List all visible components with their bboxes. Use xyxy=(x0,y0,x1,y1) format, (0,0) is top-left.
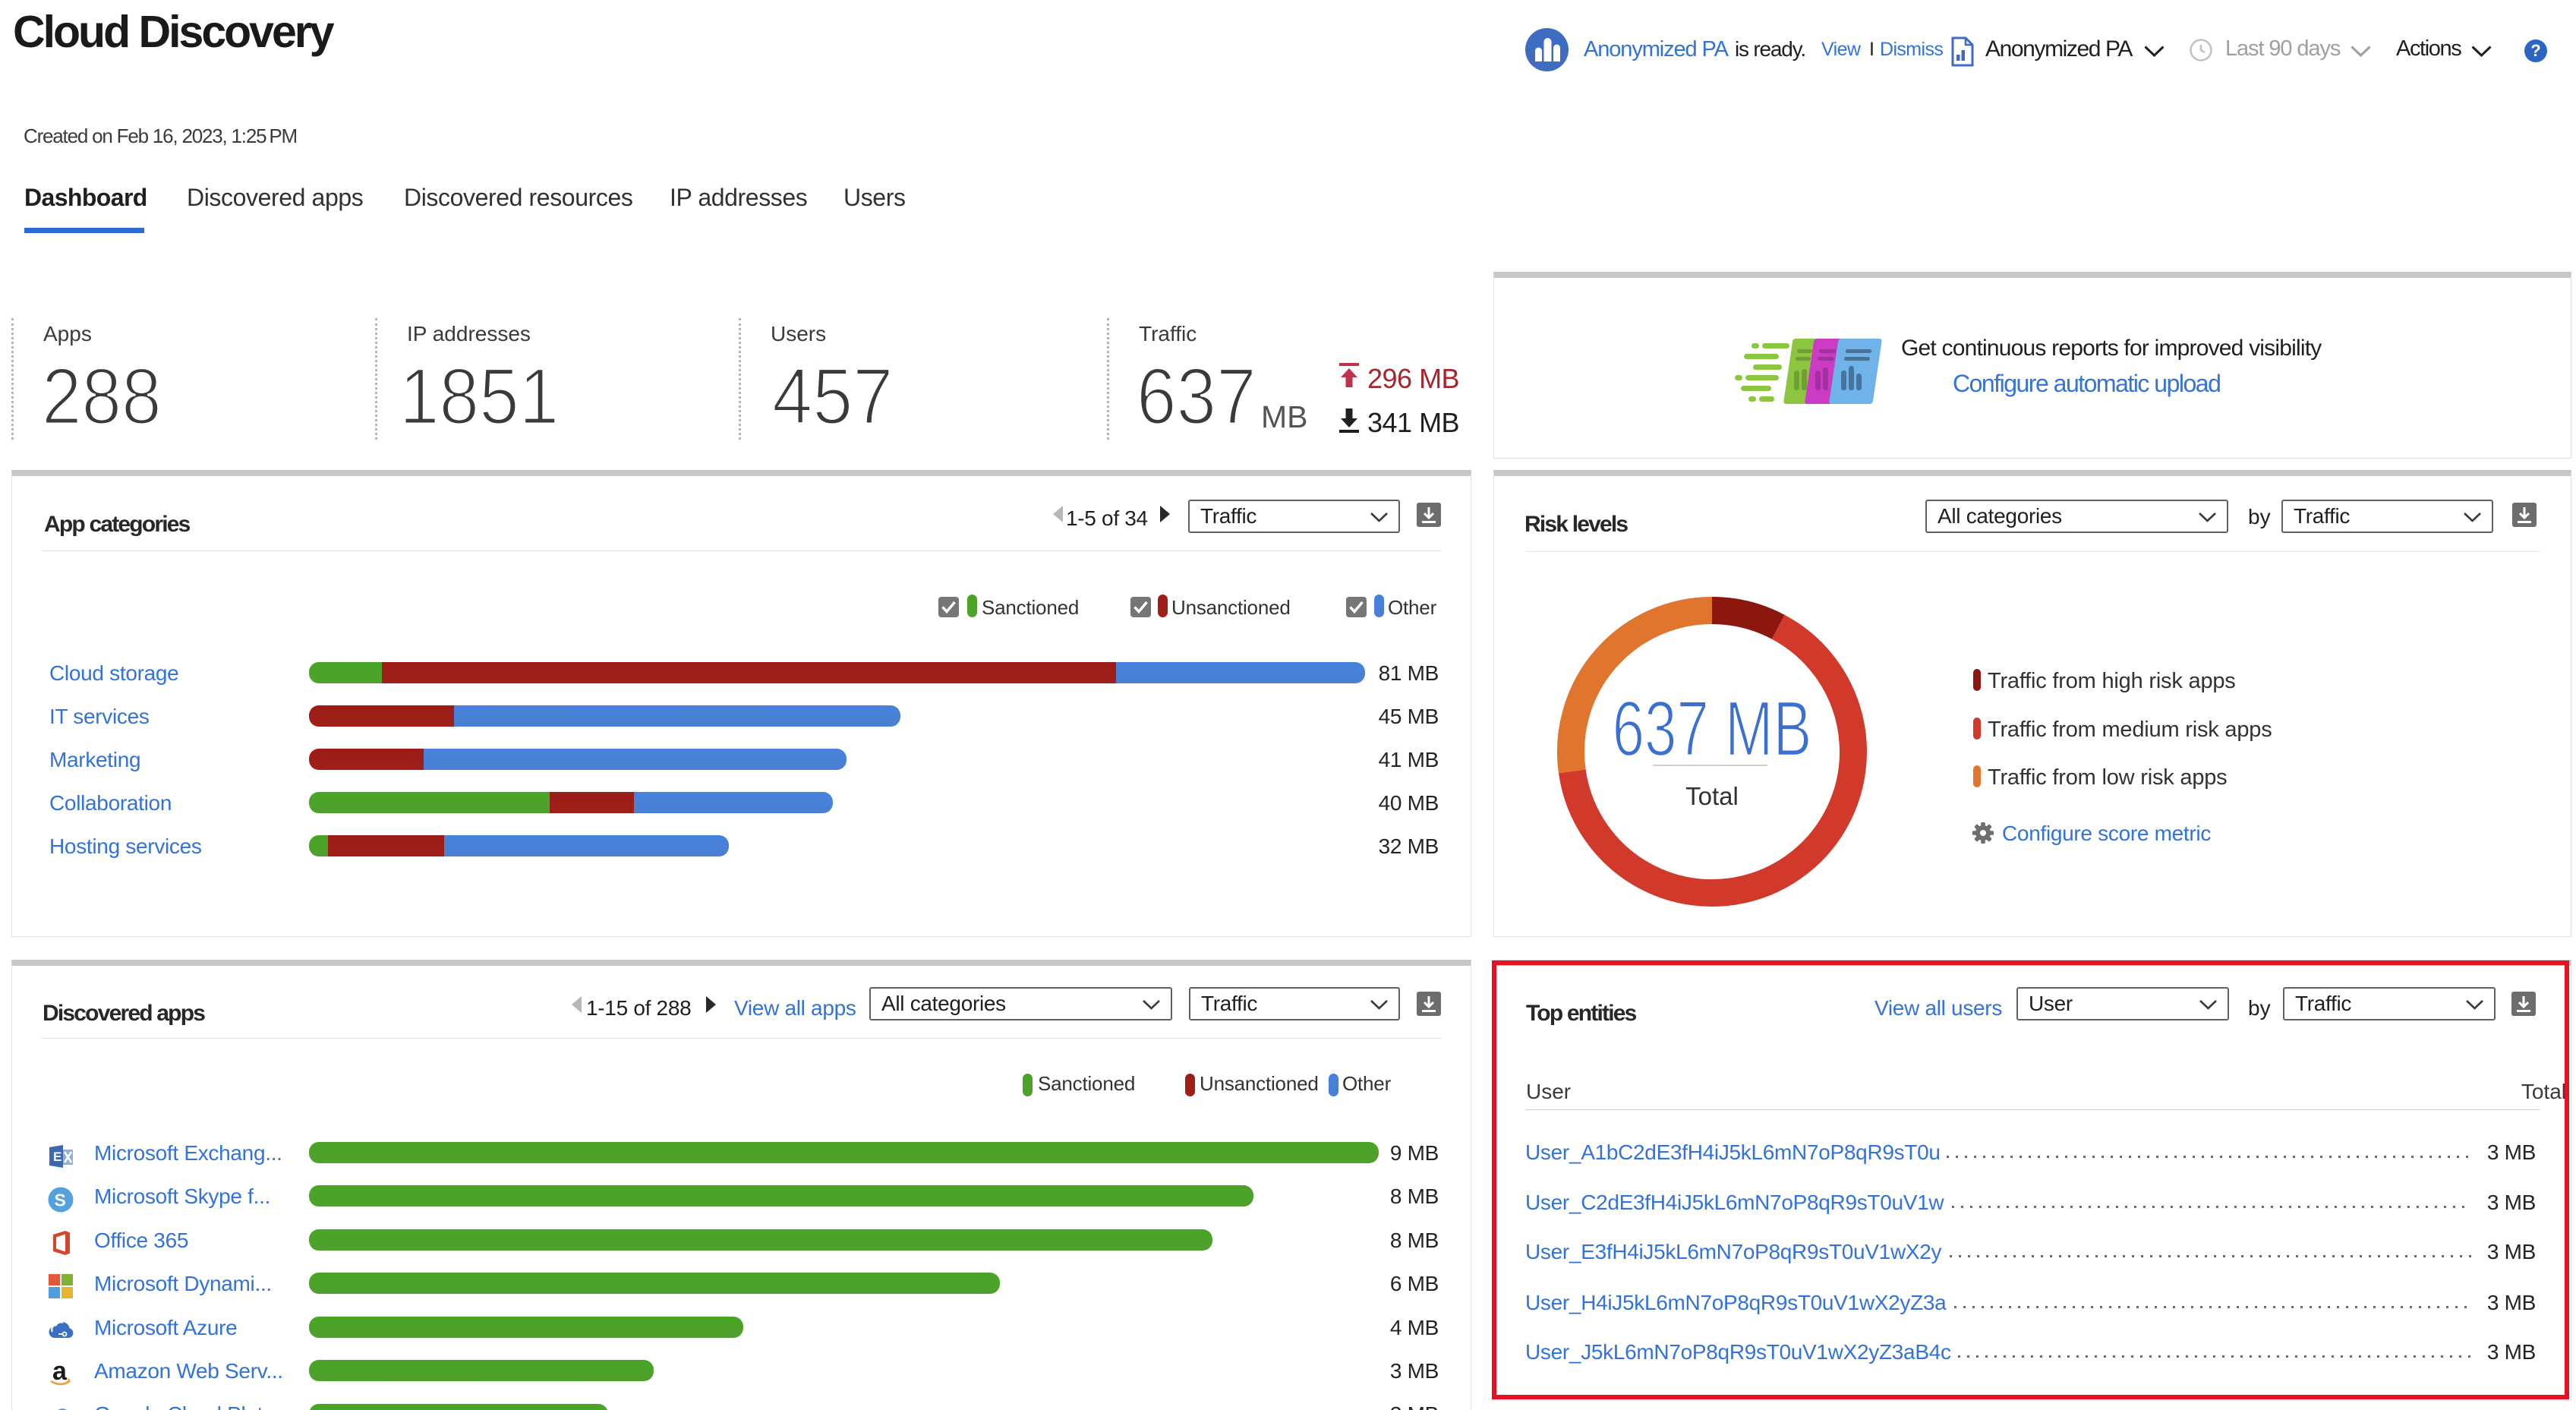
svg-text:S: S xyxy=(55,1191,66,1210)
svg-text:E: E xyxy=(53,1150,61,1164)
svg-text:a: a xyxy=(52,1359,68,1386)
